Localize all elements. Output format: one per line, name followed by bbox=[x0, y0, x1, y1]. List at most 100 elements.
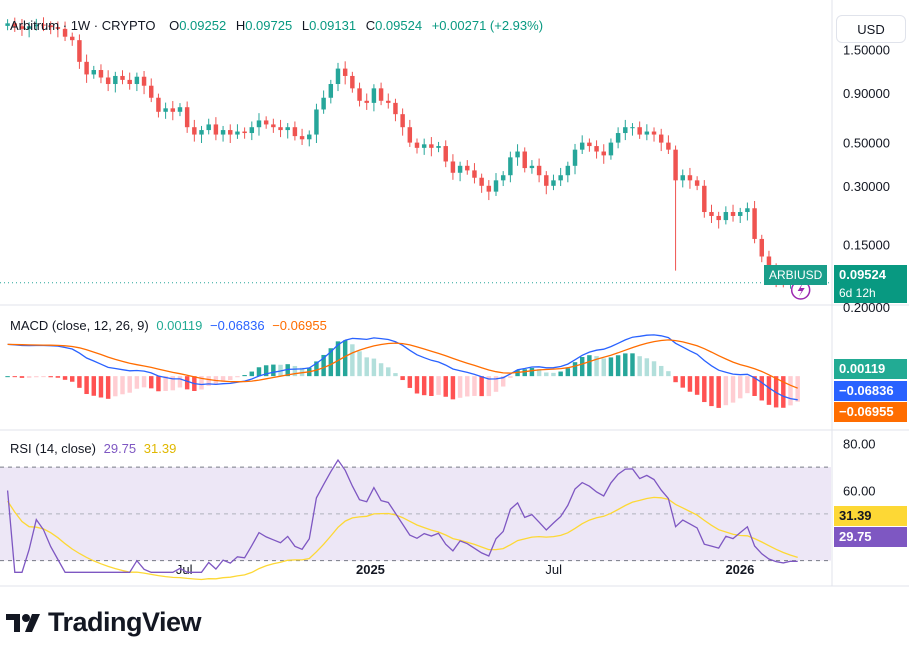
macd-histogram-bar bbox=[781, 376, 786, 408]
macd-signal-tag: −0.06955 bbox=[834, 402, 907, 422]
macd-histogram-bar bbox=[558, 371, 563, 377]
macd-histogram-bar bbox=[472, 376, 477, 396]
rsi-ma-line bbox=[7, 496, 798, 581]
candle-body bbox=[486, 185, 492, 192]
candle-body bbox=[199, 130, 204, 135]
macd-histogram-bar bbox=[26, 376, 32, 378]
candle-body bbox=[551, 180, 556, 186]
macd-histogram-bar bbox=[759, 376, 764, 401]
macd-histogram-tag: 0.00119 bbox=[834, 359, 907, 379]
macd-histogram-bar bbox=[673, 376, 678, 383]
candle-body bbox=[26, 26, 32, 29]
macd-histogram-bar bbox=[529, 367, 535, 377]
candle-body bbox=[536, 165, 542, 176]
macd-histogram-bar bbox=[752, 376, 757, 396]
candle-body bbox=[263, 120, 269, 125]
candle-body bbox=[558, 175, 563, 181]
candle-body bbox=[105, 77, 111, 85]
macd-histogram-bar bbox=[299, 367, 305, 377]
candle-body bbox=[350, 75, 355, 89]
close-label: C bbox=[365, 18, 376, 33]
macd-histogram-bar bbox=[601, 358, 606, 377]
macd-histogram-bar bbox=[113, 376, 118, 397]
macd-histogram-bar bbox=[500, 376, 506, 387]
low-label: L bbox=[301, 18, 310, 33]
candle-body bbox=[759, 238, 764, 257]
interval-label[interactable]: 1W bbox=[70, 18, 91, 33]
candle-body bbox=[730, 212, 736, 216]
macd-line-value: −0.06836 bbox=[210, 318, 265, 333]
candle-body bbox=[522, 151, 527, 169]
macd-histogram-bar bbox=[263, 365, 269, 377]
macd-histogram-bar bbox=[737, 376, 743, 399]
candle-body bbox=[673, 149, 678, 181]
candle-body bbox=[745, 208, 750, 213]
macd-histogram-bar bbox=[55, 376, 61, 378]
candle-body bbox=[19, 26, 25, 29]
candle-body bbox=[235, 131, 240, 135]
macd-histogram-bar bbox=[242, 375, 247, 377]
candle-body bbox=[149, 85, 154, 98]
macd-histogram-bar bbox=[651, 361, 657, 377]
symbol-name[interactable]: Arbitrum bbox=[10, 18, 60, 33]
y-tick-label: 0.15000 bbox=[843, 237, 890, 252]
macd-title: MACD (close, 12, 26, 9) bbox=[10, 318, 149, 333]
macd-histogram-bar bbox=[572, 362, 578, 377]
candle-body bbox=[658, 134, 664, 143]
candle-body bbox=[371, 88, 377, 103]
macd-histogram-bar bbox=[184, 376, 190, 390]
macd-y-tick: 0.20000 bbox=[843, 300, 890, 315]
candle-body bbox=[328, 84, 334, 98]
macd-histogram-bar bbox=[127, 376, 132, 393]
macd-histogram-bar bbox=[206, 376, 211, 386]
rsi-value: 29.75 bbox=[103, 441, 137, 456]
macd-histogram-bar bbox=[465, 376, 470, 397]
macd-histogram-bar bbox=[386, 367, 391, 377]
tradingview-logo-icon bbox=[6, 613, 40, 632]
candle-body bbox=[163, 108, 168, 112]
candle-body bbox=[594, 146, 599, 152]
candle-body bbox=[156, 97, 161, 112]
macd-histogram-bar bbox=[414, 376, 420, 394]
macd-histogram-bar bbox=[745, 376, 750, 394]
macd-histogram-bar bbox=[328, 348, 334, 377]
candle-body bbox=[716, 215, 721, 221]
macd-histogram-bar bbox=[709, 376, 714, 407]
macd-histogram-bar bbox=[544, 372, 549, 377]
low-value: 0.09131 bbox=[309, 18, 357, 33]
currency-button[interactable]: USD bbox=[836, 15, 906, 43]
candle-body bbox=[737, 212, 743, 216]
candle-body bbox=[472, 170, 477, 178]
high-value: 0.09725 bbox=[245, 18, 293, 33]
macd-histogram-bar bbox=[350, 344, 355, 377]
candle-body bbox=[637, 127, 642, 135]
macd-histogram-bar bbox=[34, 376, 39, 378]
candle-body bbox=[450, 161, 456, 173]
macd-histogram-bar bbox=[702, 376, 707, 403]
macd-histogram-bar bbox=[314, 361, 319, 377]
x-tick-label: Jul bbox=[545, 562, 562, 577]
macd-histogram-bar bbox=[357, 351, 362, 377]
rsi-legend[interactable]: RSI (14, close) 29.75 31.39 bbox=[10, 441, 176, 456]
macd-histogram-bar bbox=[766, 376, 772, 405]
macd-histogram-bar bbox=[723, 376, 729, 406]
macd-histogram-bar bbox=[149, 376, 154, 389]
candle-body bbox=[651, 131, 657, 135]
candle-body bbox=[400, 114, 405, 128]
candle-body bbox=[709, 212, 714, 216]
candle-body bbox=[644, 131, 650, 135]
macd-histogram-bar bbox=[594, 356, 599, 377]
candle-body bbox=[687, 175, 693, 181]
candle-body bbox=[457, 165, 463, 173]
candle-body bbox=[70, 36, 75, 41]
macd-signal-value: −0.06955 bbox=[272, 318, 327, 333]
macd-histogram-bar bbox=[579, 356, 585, 377]
candle-body bbox=[91, 70, 97, 75]
macd-legend[interactable]: MACD (close, 12, 26, 9) 0.00119 −0.06836… bbox=[10, 318, 327, 333]
symbol-header: Arbitrum · 1W · CRYPTO O0.09252 H0.09725… bbox=[10, 18, 544, 33]
candle-body bbox=[666, 142, 671, 150]
tradingview-logo[interactable]: TradingView bbox=[6, 607, 202, 638]
macd-histogram-bar bbox=[666, 371, 671, 377]
macd-histogram-bar bbox=[170, 376, 176, 391]
